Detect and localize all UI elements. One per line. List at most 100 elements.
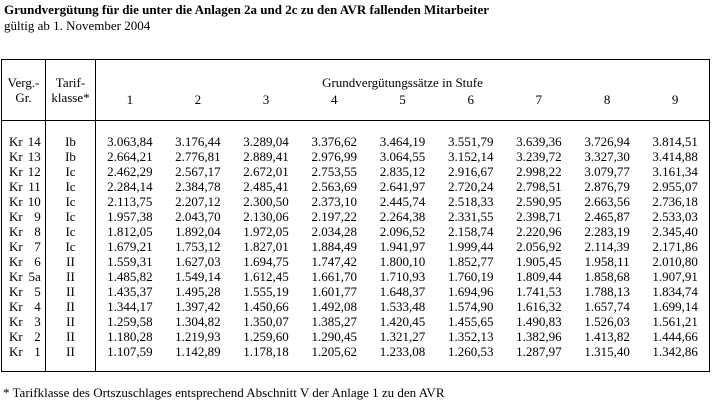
grundverguetung-stufe-2-cell: 2.776,81 bbox=[175, 149, 221, 164]
gruppe-prefix: Kr bbox=[9, 164, 23, 179]
tarifklasse-cell: II bbox=[45, 269, 96, 284]
grundverguetung-stufe-1-cell: 1.344,17 bbox=[107, 299, 153, 314]
grundverguetung-stufe-6-cell: 1.999,44 bbox=[447, 239, 494, 254]
header-verguetungsgruppe: Verg.- Gr. bbox=[1, 59, 46, 121]
grundverguetung-stufe-4-cell: 2.197,22 bbox=[311, 209, 358, 224]
grundverguetung-stufe-5-cell: 3.464,19 bbox=[379, 134, 426, 149]
tarifklasse-cell: II bbox=[45, 254, 96, 269]
tarifklasse-cell: II bbox=[45, 344, 96, 372]
table-row-kr-11: Kr 11 Ic 2.284,14 2.384,78 2.485,41 2.563,69 2.… bbox=[1, 179, 710, 194]
header-tarifklasse: Tarif-klasse* bbox=[45, 59, 96, 121]
grundverguetung-stufe-7-cell: 1.616,32 bbox=[516, 299, 562, 314]
verguetungsgruppe-cell: Kr 5a bbox=[1, 269, 46, 284]
table-row-kr-3: Kr 3 II 1.259,58 1.304,82 1.350,07 1.385,27 1.4… bbox=[1, 314, 710, 329]
gruppe-nummer: 5 bbox=[34, 284, 41, 299]
grundverguetung-stufe-2-cell: 1.892,04 bbox=[175, 224, 221, 239]
grundverguetung-stufe-1-cell: 1.107,59 bbox=[107, 344, 153, 359]
grundverguetung-stufe-6-cell: 1.694,96 bbox=[447, 284, 494, 299]
grundverguetung-stufe-7-cell: 1.741,53 bbox=[516, 284, 562, 299]
header-stufe-6: 6 bbox=[467, 92, 474, 107]
grundverguetung-stufe-8-cell: 2.114,39 bbox=[584, 239, 630, 254]
header-stufe-2: 2 bbox=[194, 92, 202, 107]
grundverguetung-stufe-5-cell: 1.710,93 bbox=[379, 269, 426, 284]
grundverguetung-stufe-8-cell: 1.788,13 bbox=[584, 284, 630, 299]
grundverguetung-stufe-5-cell: 2.096,52 bbox=[379, 224, 426, 239]
header-verg-line1: Verg.- bbox=[7, 75, 40, 90]
grundverguetung-stufe-3-cell: 1.350,07 bbox=[243, 314, 289, 329]
grundverguetung-stufe-1-cell: 2.664,21 bbox=[107, 149, 153, 164]
grundverguetung-stufe-2-cell: 1.495,28 bbox=[175, 284, 221, 299]
table-row-kr-1: Kr 1 II 1.107,59 1.142,89 1.178,18 1.205,62 1.2… bbox=[1, 344, 710, 372]
grundverguetung-stufe-9-cell: 1.834,74 bbox=[652, 284, 698, 299]
grundverguetung-stufe-9-cell: 2.010,80 bbox=[652, 254, 698, 269]
gruppe-prefix: Kr bbox=[9, 239, 23, 254]
tarifklasse-cell: II bbox=[45, 314, 96, 329]
grundverguetung-stufe-7-cell: 1.905,45 bbox=[516, 254, 562, 269]
gruppe-nummer: 10 bbox=[27, 194, 41, 209]
grundverguetung-stufe-4-cell: 1.747,42 bbox=[311, 254, 358, 269]
verguetungsgruppe-cell: Kr 6 bbox=[1, 254, 46, 269]
grundverguetung-stufe-2-cell: 1.397,42 bbox=[175, 299, 221, 314]
grundverguetung-table: Verg.- Gr. Tarif-klasse* Grundvergütungss… bbox=[1, 59, 710, 372]
grundverguetung-stufe-4-cell: 2.034,28 bbox=[311, 224, 358, 239]
tarifklasse-cell: Ic bbox=[45, 239, 96, 254]
grundverguetung-stufe-1-cell: 1.957,38 bbox=[107, 209, 153, 224]
tarifklasse-cell: Ic bbox=[45, 179, 96, 194]
grundverguetung-stufe-2-cell: 1.753,12 bbox=[175, 239, 221, 254]
grundverguetung-stufe-6-cell: 1.760,19 bbox=[447, 269, 494, 284]
grundverguetung-stufe-8-cell: 2.663,56 bbox=[584, 194, 630, 209]
table-row-kr-13: Kr 13 Ib 2.664,21 2.776,81 2.889,41 2.976,99 3.… bbox=[1, 149, 710, 164]
grundverguetung-stufe-3-cell: 1.555,19 bbox=[243, 284, 289, 299]
verguetungsgruppe-cell: Kr 13 bbox=[1, 149, 46, 164]
table-row-kr-5: Kr 5 II 1.435,37 1.495,28 1.555,19 1.601,77 1.6… bbox=[1, 284, 710, 299]
footnote: * Tarifklasse des Ortszuschlages entspre… bbox=[3, 385, 445, 400]
grundverguetung-stufe-2-cell: 2.384,78 bbox=[175, 179, 221, 194]
tarifklasse-cell: II bbox=[45, 284, 96, 299]
header-row-stufen: 1 2 3 4 5 6 7 8 9 bbox=[2, 90, 710, 121]
grundverguetung-stufe-8-cell: 2.283,19 bbox=[584, 224, 630, 239]
grundverguetung-stufe-6-cell: 2.331,55 bbox=[447, 209, 494, 224]
header-stufe-7: 7 bbox=[535, 92, 543, 107]
grundverguetung-stufe-3-cell: 2.672,01 bbox=[243, 164, 289, 179]
document-subtitle: gültig ab 1. November 2004 bbox=[4, 18, 151, 33]
header-verg-line2: Gr. bbox=[15, 90, 32, 105]
grundverguetung-stufe-5-cell: 1.800,10 bbox=[379, 254, 426, 269]
grundverguetung-stufe-3-cell: 1.450,66 bbox=[243, 299, 289, 314]
grundverguetung-stufe-3-cell: 2.485,41 bbox=[243, 179, 289, 194]
grundverguetung-stufe-1-cell: 3.063,84 bbox=[107, 134, 153, 149]
tarifklasse-cell: Ib bbox=[45, 149, 96, 164]
gruppe-prefix: Kr bbox=[9, 344, 23, 359]
grundverguetung-stufe-4-cell: 3.376,62 bbox=[311, 134, 358, 149]
grundverguetung-stufe-3-cell: 1.827,01 bbox=[243, 239, 289, 254]
grundverguetung-stufe-2-cell: 1.219,93 bbox=[175, 329, 221, 344]
grundverguetung-stufe-8-cell: 3.327,30 bbox=[584, 149, 630, 164]
grundverguetung-stufe-3-cell: 2.889,41 bbox=[243, 149, 289, 164]
grundverguetung-stufe-7-cell: 2.998,22 bbox=[516, 164, 562, 179]
grundverguetung-stufe-4-cell: 2.753,55 bbox=[311, 164, 358, 179]
grundverguetung-stufe-1-cell: 1.812,05 bbox=[107, 224, 153, 239]
grundverguetung-stufe-4-cell: 1.661,70 bbox=[311, 269, 358, 284]
grundverguetung-stufe-9-cell: 2.736,18 bbox=[652, 194, 698, 209]
grundverguetung-stufe-9-cell: 1.342,86 bbox=[652, 344, 698, 359]
grundverguetung-stufe-6-cell: 1.574,90 bbox=[447, 299, 494, 314]
verguetungsgruppe-cell: Kr 1 bbox=[1, 344, 46, 372]
gruppe-prefix: Kr bbox=[9, 194, 23, 209]
grundverguetung-stufe-7-cell: 1.490,83 bbox=[516, 314, 562, 329]
header-stufe-5: 5 bbox=[399, 92, 406, 107]
gruppe-prefix: Kr bbox=[9, 269, 23, 284]
grundverguetung-stufe-1-cell: 1.679,21 bbox=[107, 239, 153, 254]
header-tarif-line2: klasse* bbox=[51, 90, 90, 105]
grundverguetung-stufe-7-cell: 3.239,72 bbox=[516, 149, 562, 164]
grundverguetung-stufe-3-cell: 2.300,50 bbox=[243, 194, 289, 209]
grundverguetung-stufe-2-cell: 3.176,44 bbox=[175, 134, 221, 149]
gruppe-nummer: 6 bbox=[34, 254, 41, 269]
grundverguetung-stufe-1-cell: 1.559,31 bbox=[107, 254, 153, 269]
gruppe-prefix: Kr bbox=[9, 284, 23, 299]
grundverguetung-stufe-8-cell: 1.526,03 bbox=[584, 314, 630, 329]
grundverguetung-stufe-1-cell: 1.259,58 bbox=[107, 314, 153, 329]
grundverguetung-stufe-8-cell: 2.876,79 bbox=[584, 179, 630, 194]
table-row-kr-12: Kr 12 Ic 2.462,29 2.567,17 2.672,01 2.753,55 2.… bbox=[1, 164, 710, 179]
grundverguetung-stufe-5-cell: 2.264,38 bbox=[379, 209, 426, 224]
verguetungsgruppe-cell: Kr 9 bbox=[1, 209, 46, 224]
